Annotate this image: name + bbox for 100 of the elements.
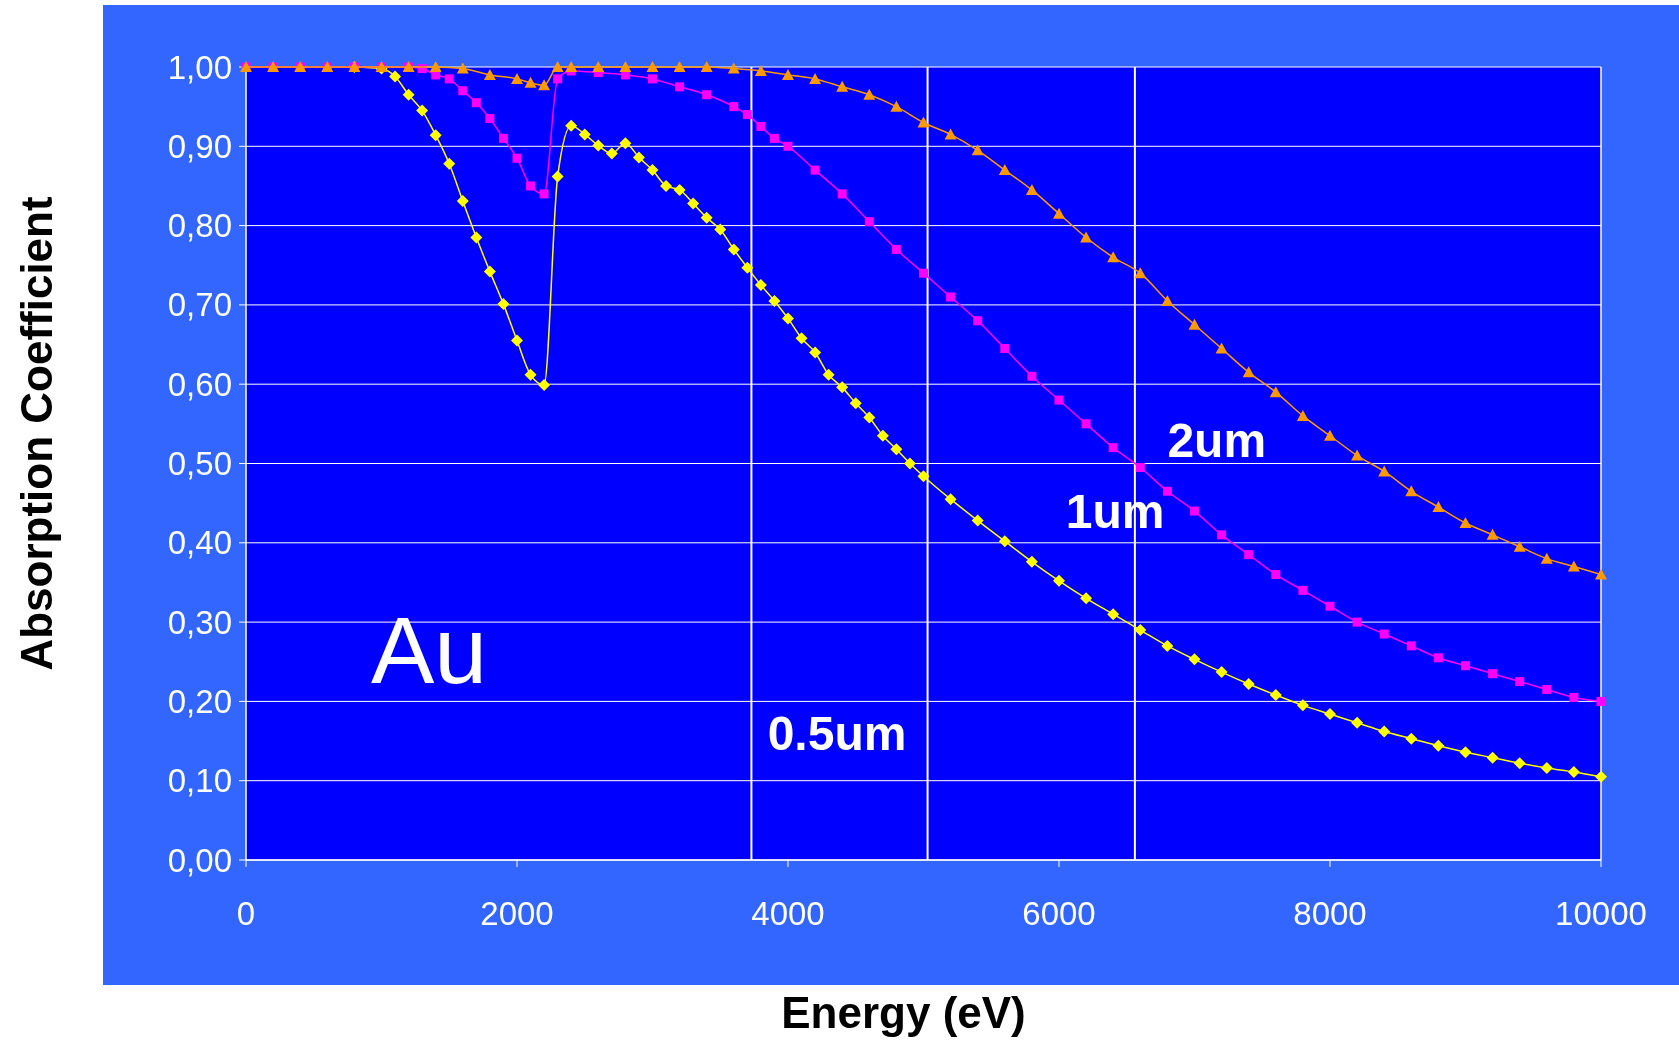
point (1025, 183, 1038, 195)
point (700, 61, 713, 72)
point (1000, 344, 1010, 354)
point (702, 90, 712, 100)
point (1271, 570, 1281, 580)
point (1379, 629, 1389, 639)
point (1433, 653, 1443, 663)
point (1567, 560, 1580, 572)
point (1595, 568, 1607, 580)
point (891, 244, 901, 254)
point (1596, 696, 1606, 706)
point (863, 88, 876, 100)
point (1053, 207, 1065, 219)
point (471, 98, 481, 108)
point (1188, 318, 1201, 330)
point (526, 181, 536, 191)
point (1351, 449, 1364, 461)
point (1217, 530, 1227, 540)
y-tick-label: 0,90 (167, 127, 232, 165)
point (944, 128, 957, 140)
point (1054, 395, 1064, 405)
x-tick-label: 10000 (1555, 895, 1647, 932)
point (742, 110, 752, 120)
point (1378, 465, 1391, 477)
point (782, 68, 794, 80)
y-tick-label: 0,00 (167, 841, 232, 879)
x-tick-label: 6000 (1022, 895, 1096, 932)
point (890, 100, 903, 112)
point (1080, 231, 1093, 243)
point (1215, 342, 1228, 354)
point (1405, 485, 1418, 497)
point (619, 61, 632, 72)
point (1135, 462, 1145, 472)
point (864, 217, 874, 227)
point (1432, 501, 1445, 513)
point (458, 86, 468, 96)
point (809, 72, 822, 84)
point (429, 61, 442, 72)
point (1513, 540, 1526, 552)
point (1162, 486, 1172, 496)
y-tick-label: 0,30 (167, 603, 232, 641)
point (1459, 516, 1472, 528)
point (539, 189, 549, 199)
x-axis-title: Energy (eV) (781, 988, 1026, 1037)
point (646, 61, 659, 72)
y-tick-label: 0,40 (167, 524, 232, 562)
point (1461, 661, 1470, 671)
point (946, 292, 956, 302)
point (1540, 552, 1553, 564)
point (1081, 419, 1091, 429)
annotation: Au (371, 597, 488, 704)
x-tick-label: 8000 (1293, 895, 1367, 932)
point (1352, 617, 1362, 627)
point (498, 133, 508, 143)
y-tick-label: 0,20 (167, 682, 232, 720)
point (675, 82, 685, 92)
point (1108, 443, 1118, 453)
point (836, 80, 849, 92)
x-tick-label: 4000 (751, 895, 825, 932)
point (973, 316, 983, 326)
point (1190, 506, 1199, 516)
point (1542, 685, 1552, 695)
point (1242, 366, 1255, 378)
point (783, 141, 793, 151)
point (919, 268, 928, 278)
point (1134, 267, 1147, 279)
point (1515, 677, 1525, 687)
point (1569, 692, 1579, 702)
point (1406, 641, 1416, 651)
point (512, 153, 522, 163)
point (456, 62, 469, 74)
point (1486, 528, 1499, 540)
point (565, 61, 578, 72)
point (810, 165, 820, 175)
point (756, 121, 766, 131)
point (485, 114, 495, 124)
point (511, 72, 523, 84)
point (729, 102, 739, 112)
point (998, 164, 1011, 176)
point (1027, 371, 1037, 381)
y-axis-title: Absorption Coefficient (12, 196, 61, 671)
point (673, 61, 686, 72)
point (592, 61, 605, 72)
point (754, 64, 767, 76)
y-tick-label: 0,50 (167, 445, 232, 483)
y-tick-label: 0,60 (167, 365, 232, 403)
point (524, 76, 537, 88)
x-tick-label: 2000 (480, 895, 554, 932)
point (538, 79, 551, 91)
annotation: 2um (1167, 413, 1267, 467)
point (1296, 409, 1309, 421)
y-tick-label: 0,70 (167, 286, 232, 324)
point (917, 116, 930, 128)
point (1244, 550, 1254, 560)
point (648, 74, 657, 84)
point (553, 74, 563, 84)
point (1269, 386, 1282, 398)
point (1324, 429, 1336, 441)
point (1298, 585, 1308, 595)
point (1161, 294, 1174, 306)
